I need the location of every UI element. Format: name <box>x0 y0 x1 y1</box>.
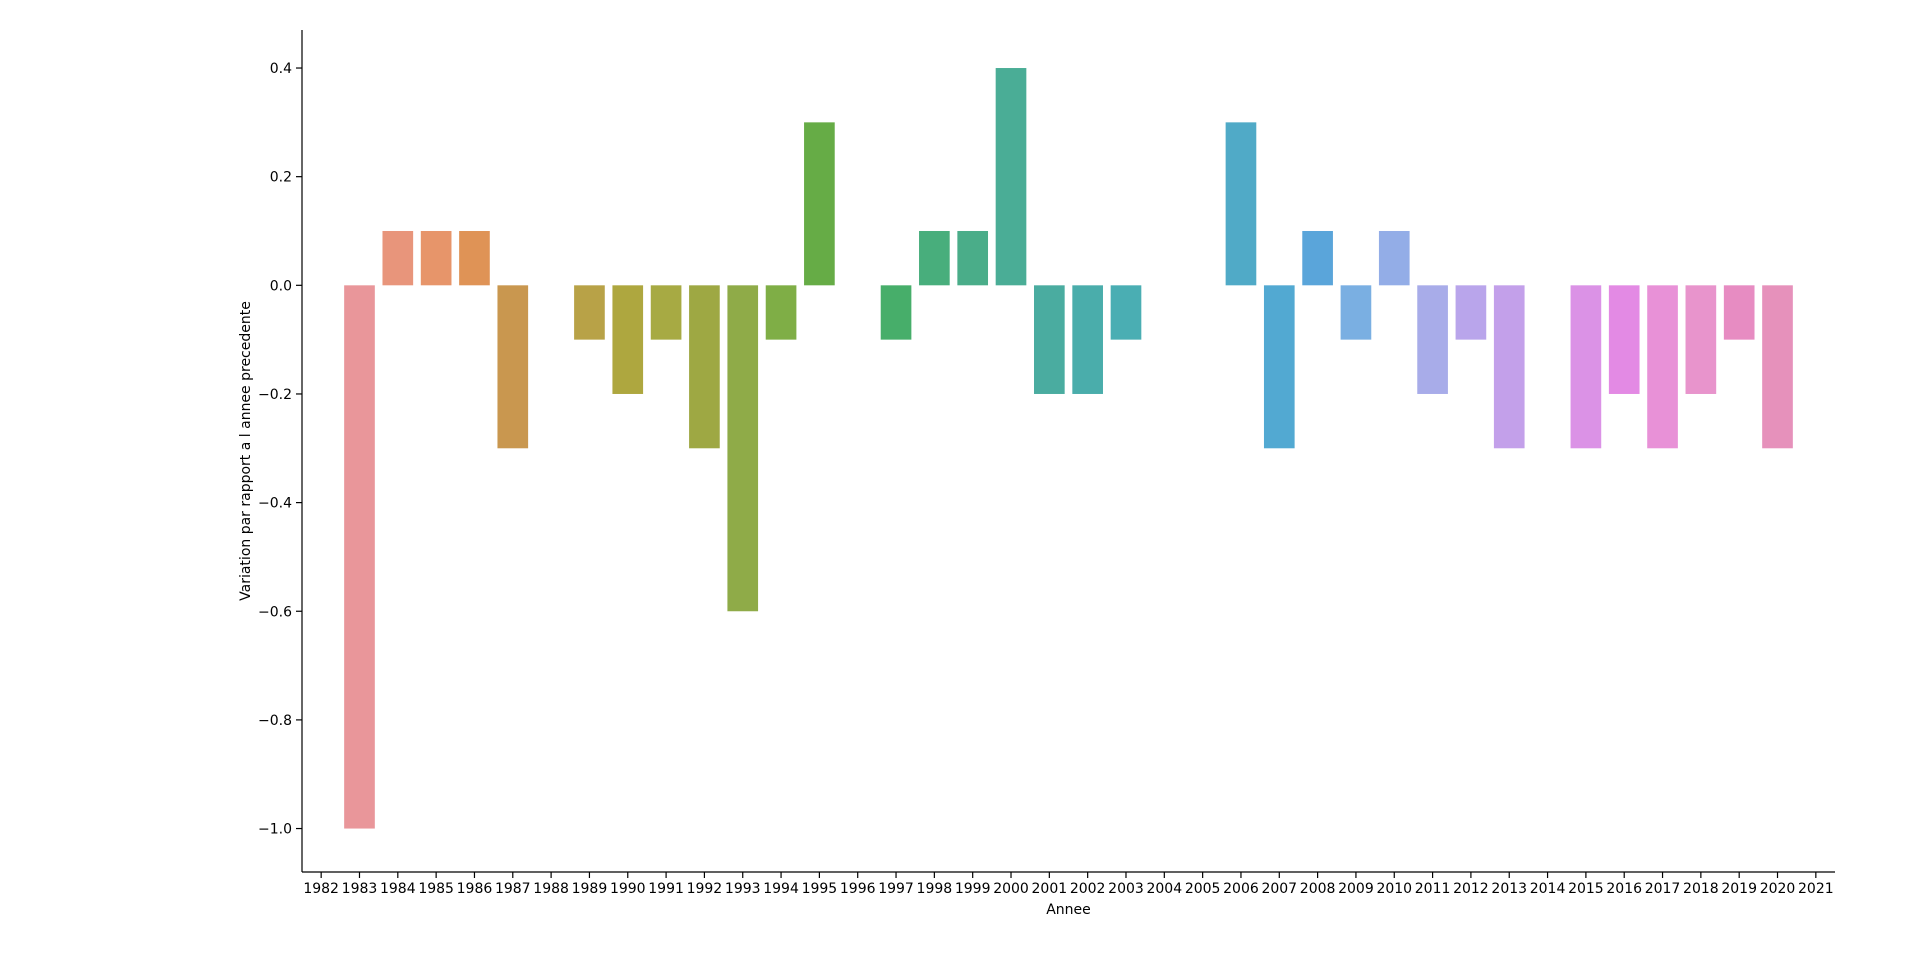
y-tick-label: −0.6 <box>258 604 292 620</box>
bar-1989 <box>574 285 605 340</box>
x-tick-label: 2012 <box>1453 881 1489 897</box>
bar-2009 <box>1340 285 1372 340</box>
x-tick-label: 1993 <box>725 881 761 897</box>
x-tick-label: 2020 <box>1760 881 1796 897</box>
x-tick-label: 2003 <box>1108 881 1144 897</box>
x-tick-label: 1990 <box>610 881 646 897</box>
y-tick-label: −0.2 <box>258 387 292 403</box>
bar-2001 <box>1034 285 1065 394</box>
bars-group <box>344 68 1793 829</box>
y-tick-label: 0.2 <box>270 170 292 186</box>
bar-1984 <box>382 230 414 286</box>
x-tick-label: 2000 <box>993 881 1029 897</box>
x-tick-label: 1998 <box>917 881 953 897</box>
x-tick-label: 2009 <box>1338 881 1374 897</box>
x-tick-label: 2004 <box>1146 881 1182 897</box>
bar-2013 <box>1493 285 1525 449</box>
x-axis-title: Annee <box>1046 902 1091 918</box>
bar-1999 <box>957 230 989 286</box>
bar-2011 <box>1417 285 1448 394</box>
bar-1992 <box>689 285 720 449</box>
x-tick-label: 2014 <box>1530 881 1566 897</box>
y-axis: −1.0 −0.8 −0.6 −0.4 −0.2 0.0 0.2 0.4 <box>258 30 303 872</box>
x-tick-label: 1985 <box>418 881 454 897</box>
x-tick-label: 1997 <box>878 881 914 897</box>
bar-1987 <box>497 285 529 449</box>
x-tick-label: 2010 <box>1376 881 1412 897</box>
x-tick-label: 1996 <box>840 881 876 897</box>
x-tick-label: 2006 <box>1223 881 1259 897</box>
x-tick-label: 1984 <box>380 881 416 897</box>
x-tick-label: 1988 <box>533 881 569 897</box>
bar-2002 <box>1072 285 1103 394</box>
bar-2015 <box>1570 285 1602 449</box>
x-tick-label: 2013 <box>1491 881 1527 897</box>
y-axis-title: Variation par rapport a l annee preceden… <box>238 301 254 601</box>
x-tick-label: 1989 <box>572 881 608 897</box>
x-tick-label: 1987 <box>495 881 531 897</box>
x-tick-label: 2018 <box>1683 881 1719 897</box>
x-tick-label: 2002 <box>1070 881 1106 897</box>
x-tick-label: 1983 <box>342 881 378 897</box>
x-tick-label: 2011 <box>1415 881 1451 897</box>
bar-1997 <box>880 285 912 340</box>
bar-1993 <box>727 285 759 612</box>
x-tick-label: 1982 <box>303 881 339 897</box>
x-tick-label: 2005 <box>1185 881 1221 897</box>
bar-2016 <box>1608 285 1640 394</box>
x-tick-label: 2015 <box>1568 881 1604 897</box>
bar-2007 <box>1263 285 1295 449</box>
y-tick-label: 0.4 <box>270 61 292 77</box>
bar-2003 <box>1110 285 1142 340</box>
bar-1994 <box>765 285 797 340</box>
bar-1995 <box>804 122 835 286</box>
bar-2008 <box>1302 230 1333 286</box>
x-tick-label: 2008 <box>1300 881 1336 897</box>
bar-1990 <box>612 285 644 394</box>
bar-1986 <box>459 230 490 286</box>
bar-1983 <box>344 285 375 829</box>
x-tick-label: 2007 <box>1261 881 1297 897</box>
y-tick-label: −1.0 <box>258 822 292 838</box>
bar-1985 <box>420 230 452 286</box>
x-tick-label: 2016 <box>1606 881 1642 897</box>
y-tick-label: −0.8 <box>258 713 292 729</box>
bar-2000 <box>995 68 1027 286</box>
bar-2012 <box>1455 285 1487 340</box>
x-tick-label: 1992 <box>687 881 723 897</box>
x-tick-label: 1986 <box>457 881 493 897</box>
bar-2018 <box>1685 285 1717 394</box>
bar-2019 <box>1723 285 1755 340</box>
bar-2010 <box>1378 230 1410 286</box>
x-tick-label: 2019 <box>1721 881 1757 897</box>
x-tick-label: 1999 <box>955 881 991 897</box>
y-tick-label: 0.0 <box>270 278 292 294</box>
x-tick-label: 2017 <box>1645 881 1681 897</box>
bar-1991 <box>650 285 682 340</box>
bar-1998 <box>919 230 950 286</box>
x-tick-label: 1991 <box>648 881 684 897</box>
bar-2006 <box>1225 122 1257 286</box>
x-axis: 1982 1983 1984 1985 1986 1987 1988 1989 1990 1991… <box>302 871 1835 897</box>
x-tick-label: 2021 <box>1798 881 1834 897</box>
x-tick-label: 1995 <box>802 881 838 897</box>
bar-2017 <box>1647 285 1678 449</box>
x-tick-label: 2001 <box>1032 881 1068 897</box>
bar-2020 <box>1762 285 1793 449</box>
y-tick-label: −0.4 <box>258 496 292 512</box>
x-tick-label: 1994 <box>763 881 799 897</box>
